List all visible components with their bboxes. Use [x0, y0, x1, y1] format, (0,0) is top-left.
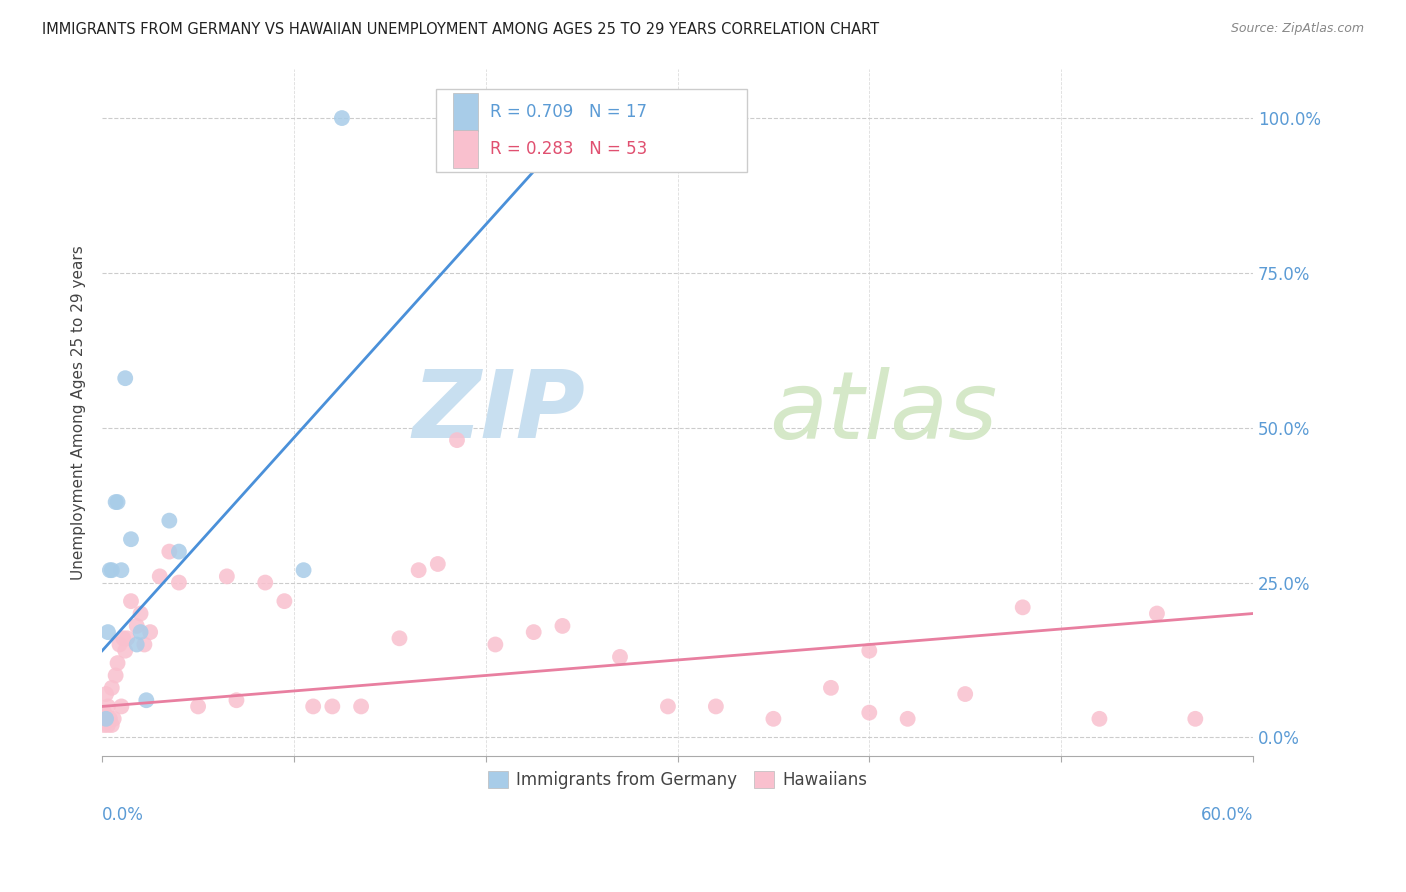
- Point: [897, 712, 920, 726]
- Point: [523, 625, 546, 640]
- Point: [321, 699, 343, 714]
- Point: [98, 563, 121, 577]
- Point: [129, 625, 152, 640]
- Point: [858, 643, 880, 657]
- Text: 60.0%: 60.0%: [1201, 805, 1253, 823]
- Point: [609, 649, 631, 664]
- Point: [125, 638, 148, 652]
- Point: [149, 569, 172, 583]
- Point: [97, 625, 120, 640]
- Point: [120, 594, 142, 608]
- Text: R = 0.283   N = 53: R = 0.283 N = 53: [489, 140, 647, 158]
- Point: [94, 687, 117, 701]
- Point: [101, 563, 124, 577]
- Point: [408, 563, 430, 577]
- Point: [110, 699, 132, 714]
- Point: [97, 699, 120, 714]
- Text: IMMIGRANTS FROM GERMANY VS HAWAIIAN UNEMPLOYMENT AMONG AGES 25 TO 29 YEARS CORRE: IMMIGRANTS FROM GERMANY VS HAWAIIAN UNEM…: [42, 22, 879, 37]
- Point: [273, 594, 295, 608]
- Point: [114, 643, 136, 657]
- Point: [129, 607, 152, 621]
- Point: [657, 699, 679, 714]
- Point: [104, 495, 127, 509]
- Point: [350, 699, 373, 714]
- Point: [215, 569, 238, 583]
- Point: [97, 718, 120, 732]
- Point: [107, 656, 129, 670]
- Point: [858, 706, 880, 720]
- Text: 0.0%: 0.0%: [103, 805, 143, 823]
- Point: [94, 712, 117, 726]
- Point: [762, 712, 785, 726]
- Point: [134, 638, 156, 652]
- Point: [107, 495, 129, 509]
- FancyBboxPatch shape: [436, 89, 747, 171]
- Point: [167, 544, 190, 558]
- Point: [94, 712, 117, 726]
- Point: [704, 699, 727, 714]
- Point: [157, 544, 180, 558]
- FancyBboxPatch shape: [453, 93, 478, 131]
- Point: [167, 575, 190, 590]
- Point: [1011, 600, 1033, 615]
- Text: ZIP: ZIP: [412, 367, 585, 458]
- Text: Source: ZipAtlas.com: Source: ZipAtlas.com: [1230, 22, 1364, 36]
- Point: [1146, 607, 1168, 621]
- Point: [103, 712, 125, 726]
- Point: [953, 687, 976, 701]
- Point: [112, 632, 135, 646]
- Point: [139, 625, 162, 640]
- Text: R = 0.709   N = 17: R = 0.709 N = 17: [489, 103, 647, 120]
- Point: [120, 532, 142, 546]
- Point: [104, 668, 127, 682]
- Point: [446, 433, 468, 447]
- Point: [125, 619, 148, 633]
- Point: [115, 632, 138, 646]
- Point: [1184, 712, 1206, 726]
- Point: [101, 718, 124, 732]
- Point: [135, 693, 157, 707]
- Point: [254, 575, 277, 590]
- Point: [98, 712, 121, 726]
- Point: [101, 681, 124, 695]
- Point: [494, 111, 516, 125]
- Point: [551, 619, 574, 633]
- Point: [225, 693, 247, 707]
- Point: [484, 638, 506, 652]
- Y-axis label: Unemployment Among Ages 25 to 29 years: Unemployment Among Ages 25 to 29 years: [72, 245, 86, 580]
- Point: [114, 371, 136, 385]
- Point: [388, 632, 411, 646]
- Point: [292, 563, 315, 577]
- Point: [108, 638, 131, 652]
- Text: atlas: atlas: [769, 367, 998, 458]
- Point: [157, 514, 180, 528]
- Point: [187, 699, 209, 714]
- Point: [1088, 712, 1111, 726]
- Legend: Immigrants from Germany, Hawaiians: Immigrants from Germany, Hawaiians: [481, 764, 875, 796]
- Point: [426, 557, 449, 571]
- Point: [93, 706, 115, 720]
- Point: [93, 718, 115, 732]
- Point: [330, 111, 353, 125]
- Point: [110, 563, 132, 577]
- Point: [820, 681, 842, 695]
- Point: [302, 699, 325, 714]
- FancyBboxPatch shape: [453, 130, 478, 168]
